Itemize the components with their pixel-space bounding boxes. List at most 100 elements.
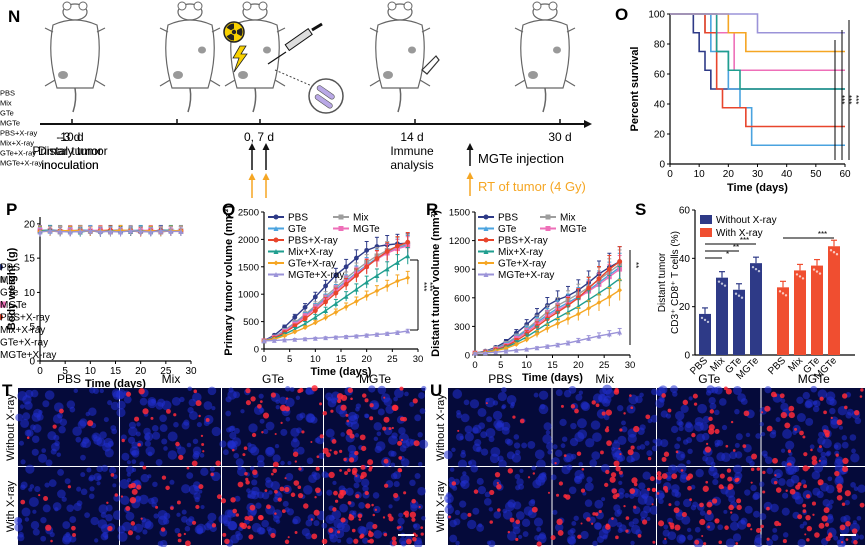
survival-line bbox=[670, 13, 845, 90]
fluorescence-image bbox=[117, 465, 222, 547]
nucleus bbox=[725, 488, 736, 498]
nucleus bbox=[131, 525, 137, 532]
red-signal bbox=[191, 460, 198, 467]
red-signal bbox=[711, 498, 718, 504]
red-signal bbox=[706, 501, 713, 508]
red-signal bbox=[334, 499, 339, 503]
red-signal bbox=[701, 535, 704, 538]
red-signal bbox=[311, 385, 318, 392]
nucleus bbox=[459, 435, 464, 440]
nucleus bbox=[658, 492, 665, 499]
nucleus bbox=[515, 449, 521, 455]
y-tick-label: 600 bbox=[454, 293, 470, 304]
data-point bbox=[524, 322, 530, 327]
red-signal bbox=[280, 421, 283, 424]
nucleus bbox=[484, 491, 491, 498]
nucleus bbox=[527, 440, 536, 449]
mouse-ear bbox=[62, 1, 72, 11]
nucleus bbox=[295, 395, 301, 401]
legend-marker bbox=[338, 214, 344, 220]
red-signal bbox=[284, 539, 290, 545]
mouse-ear bbox=[548, 1, 558, 11]
data-point bbox=[586, 285, 592, 291]
nucleus bbox=[802, 521, 808, 526]
red-signal bbox=[301, 430, 305, 434]
nucleus bbox=[196, 527, 204, 535]
y-tick-label: 100 bbox=[648, 10, 665, 21]
nucleus bbox=[94, 538, 99, 543]
nucleus bbox=[341, 523, 351, 533]
nucleus bbox=[474, 439, 482, 447]
legend-label: PBS bbox=[0, 263, 20, 274]
legend-label: GTe bbox=[0, 288, 19, 299]
data-dot bbox=[751, 265, 755, 269]
nucleus bbox=[161, 400, 172, 411]
nucleus bbox=[348, 415, 359, 425]
nucleus bbox=[82, 437, 90, 444]
nucleus bbox=[256, 454, 265, 463]
nucleus bbox=[157, 515, 168, 526]
nucleus bbox=[455, 540, 460, 546]
nucleus bbox=[702, 415, 711, 424]
nucleus bbox=[851, 494, 858, 500]
nucleus bbox=[561, 465, 571, 475]
nucleus bbox=[545, 442, 555, 451]
nucleus bbox=[305, 413, 316, 423]
nucleus bbox=[545, 430, 551, 435]
legend-marker bbox=[273, 249, 279, 254]
red-signal bbox=[577, 534, 582, 539]
nucleus bbox=[275, 519, 281, 524]
red-signal bbox=[106, 501, 109, 504]
nucleus bbox=[585, 438, 595, 448]
mouse-ear bbox=[242, 1, 252, 11]
timeline-event-label: Distal tumor bbox=[38, 144, 102, 158]
data-dot bbox=[700, 316, 704, 320]
nucleus bbox=[452, 485, 458, 491]
nucleus bbox=[818, 456, 828, 465]
bar bbox=[777, 287, 789, 355]
red-signal bbox=[618, 470, 623, 475]
data-point bbox=[524, 337, 530, 343]
nucleus bbox=[667, 517, 673, 524]
data-point bbox=[384, 283, 390, 289]
rt-arrowhead bbox=[262, 173, 270, 180]
nucleus bbox=[144, 440, 151, 447]
red-signal bbox=[215, 460, 221, 466]
nucleus bbox=[514, 473, 521, 480]
mouse-tail bbox=[252, 87, 257, 113]
nucleus bbox=[580, 401, 589, 410]
nucleus bbox=[377, 408, 385, 416]
nucleus bbox=[676, 463, 687, 474]
red-signal bbox=[705, 442, 709, 446]
nucleus bbox=[792, 430, 797, 435]
nucleus bbox=[680, 453, 685, 459]
nucleus bbox=[614, 450, 623, 459]
nucleus bbox=[449, 534, 458, 543]
nucleus bbox=[670, 385, 678, 394]
nucleus bbox=[778, 478, 786, 486]
red-signal bbox=[87, 420, 94, 427]
data-dot bbox=[703, 318, 707, 322]
nucleus bbox=[460, 452, 467, 458]
nucleus bbox=[802, 391, 810, 400]
nucleus bbox=[454, 509, 461, 516]
red-signal bbox=[633, 482, 638, 487]
red-signal bbox=[372, 513, 376, 517]
nucleus bbox=[274, 443, 280, 449]
red-signal bbox=[367, 459, 374, 466]
nucleus bbox=[388, 435, 398, 445]
nucleus bbox=[759, 421, 765, 427]
nucleus bbox=[413, 523, 421, 531]
nucleus bbox=[139, 397, 148, 406]
data-point bbox=[606, 331, 612, 337]
red-signal bbox=[612, 494, 618, 500]
nucleus bbox=[244, 518, 250, 525]
red-signal bbox=[374, 508, 378, 512]
nucleus bbox=[492, 410, 503, 421]
y-tick-label: 0 bbox=[465, 351, 470, 362]
nucleus bbox=[218, 514, 228, 524]
nucleus bbox=[764, 456, 773, 465]
red-signal bbox=[860, 388, 864, 392]
nucleus bbox=[464, 425, 473, 434]
red-signal bbox=[681, 512, 687, 518]
